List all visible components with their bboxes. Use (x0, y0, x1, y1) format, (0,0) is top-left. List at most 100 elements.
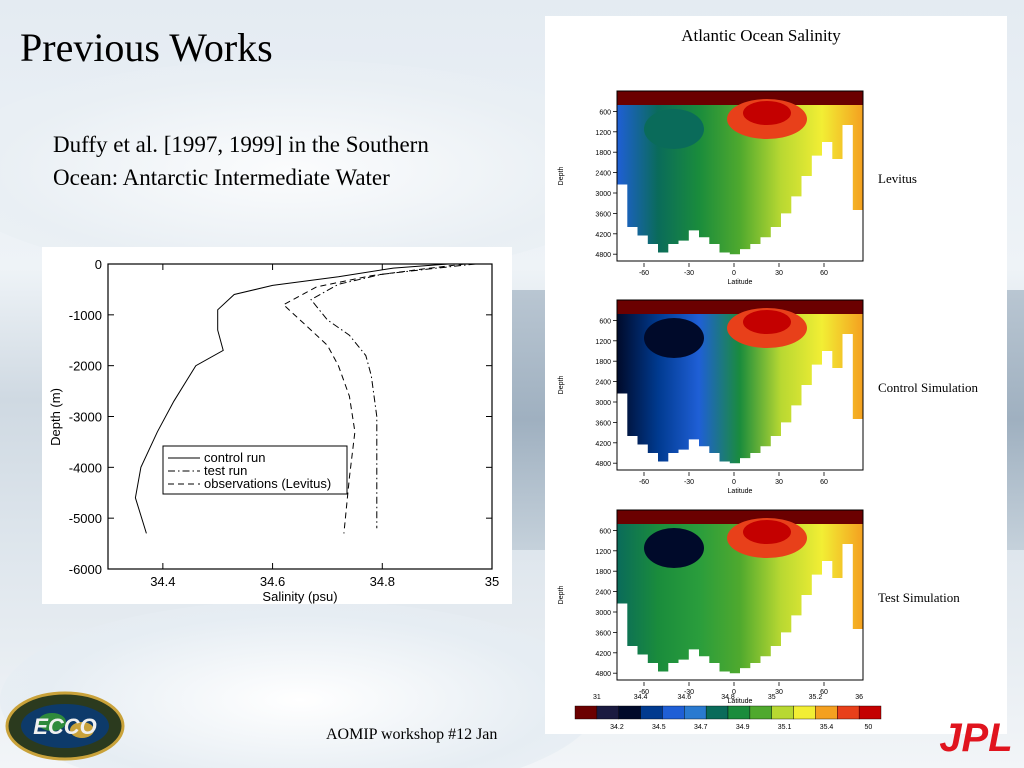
y-tick-label: -5000 (69, 511, 102, 526)
panel-label: Levitus (878, 171, 917, 186)
depth-tick-label: 3600 (595, 211, 611, 218)
depth-tick-label: 4800 (595, 461, 611, 468)
jpl-logo: JPL (930, 713, 1022, 760)
legend-box (162, 445, 348, 495)
x-tick-label: 34.4 (150, 574, 175, 589)
series-line (310, 263, 476, 529)
legend-entry: observations (Levitus) (204, 476, 331, 491)
lat-tick-label: -30 (684, 689, 694, 696)
y-tick-label: 0 (95, 257, 102, 272)
panel-frame (616, 509, 864, 681)
colorbar-cell (749, 705, 772, 720)
lat-tick-label: -60 (639, 689, 649, 696)
colorbar-cell (684, 705, 707, 720)
y-tick-label: -3000 (69, 410, 102, 425)
footer-text: AOMIP workshop #12 Jan (326, 726, 498, 743)
lat-tick-label: 0 (732, 479, 736, 486)
high-salinity-center (743, 520, 791, 544)
section-panel: 600 1200 1800 2400 3000 3600 4200 4800 -60 -30 0 30… (558, 509, 960, 705)
lat-tick-label: 30 (775, 270, 783, 277)
x-axis-label: Salinity (psu) (262, 589, 337, 604)
atlantic-salinity-svg: Atlantic Ocean Salinity 6001200180024003… (558, 26, 979, 731)
y-tick-label: -2000 (69, 359, 102, 374)
logo-text: ECCO (33, 714, 97, 739)
lat-axis-label: Latitude (728, 698, 753, 705)
y-tick-label: -1000 (69, 308, 102, 323)
panel-frame (616, 90, 864, 262)
colorbar-cell (596, 705, 620, 720)
high-salinity-center (743, 310, 791, 334)
depth-axis-label: Depth (558, 376, 565, 395)
logo-land (38, 713, 66, 731)
colorbar-bottom-label: 34.2 (610, 724, 624, 731)
y-axis-label: Depth (m) (48, 388, 63, 446)
colorbar-cell (640, 705, 663, 720)
depth-axis-label: Depth (558, 586, 565, 605)
depth-tick-label: 600 (599, 318, 611, 325)
colorbar-top-label: 35 (768, 694, 776, 701)
colorbar-top-label: 34.6 (677, 694, 691, 701)
high-salinity-center (743, 101, 791, 125)
depth-tick-label: 3600 (595, 420, 611, 427)
colorbar-cell (837, 705, 860, 720)
salinity-depth-chart: 0 -1000 -2000 -3000 -4000 -5000 -6000 34.4 34.6… (42, 247, 512, 604)
depth-tick-label: 1800 (595, 150, 611, 157)
depth-tick-label: 1200 (595, 549, 611, 556)
y-tick-label: -4000 (69, 460, 102, 475)
lat-axis-label: Latitude (728, 488, 753, 495)
lat-tick-label: -30 (684, 479, 694, 486)
depth-tick-label: 1800 (595, 569, 611, 576)
lat-tick-label: 60 (820, 270, 828, 277)
panel-label: Test Simulation (878, 590, 960, 605)
lat-tick-label: 0 (732, 270, 736, 277)
colorbar-top-label: 34.8 (721, 694, 735, 701)
lat-tick-label: 30 (775, 479, 783, 486)
legend-entry: test run (204, 463, 247, 478)
colorbar-bottom-label: 35.4 (820, 724, 834, 731)
depth-tick-label: 4200 (595, 232, 611, 239)
background-snow (0, 60, 640, 280)
slide-body-text: Duffy et al. [1997, 1999] in the Souther… (53, 132, 429, 190)
colorbar-bottom-label: 34.9 (736, 724, 750, 731)
colorbar-top-label: 31 (593, 694, 601, 701)
colorbar-top-label: 34.4 (634, 694, 648, 701)
slide-title: Previous Works (20, 25, 273, 70)
colorbar-cell (815, 705, 838, 720)
depth-axis-label: Depth (558, 167, 565, 186)
logo-land-2 (70, 722, 94, 738)
section-panel: 600 1200 1800 2400 3000 3600 4200 4800 -60 -30 0 30… (558, 299, 979, 495)
atlantic-salinity-figure: Atlantic Ocean Salinity 600 1200 1800 2400 3… (545, 16, 1007, 734)
section-panel: 600 1200 1800 2400 3000 3600 4200 4800 -60 -30 0 30… (558, 90, 917, 286)
colorbar-bottom-label: 34.7 (694, 724, 708, 731)
lat-tick-label: -60 (639, 479, 649, 486)
depth-tick-label: 2400 (595, 590, 611, 597)
series-line (282, 263, 465, 534)
colorbar-top-label: 36 (855, 694, 863, 701)
depth-tick-label: 3000 (595, 610, 611, 617)
lat-tick-label: -60 (639, 270, 649, 277)
intermediate-water-tongue (644, 109, 704, 149)
lat-tick-label: 30 (775, 689, 783, 696)
lat-tick-label: 0 (732, 689, 736, 696)
x-tick-label: 35 (485, 574, 499, 589)
depth-tick-label: 4800 (595, 252, 611, 259)
depth-tick-label: 600 (599, 528, 611, 535)
lat-axis-label: Latitude (728, 279, 753, 286)
legend-entry: control run (204, 450, 265, 465)
depth-tick-label: 1800 (595, 359, 611, 366)
depth-tick-label: 3600 (595, 630, 611, 637)
salinity-depth-svg: 0 -1000 -2000 -3000 -4000 -5000 -6000 34.4 34.6… (48, 257, 499, 604)
panel-label: Control Simulation (878, 380, 979, 395)
series-line (134, 263, 449, 534)
colorbar-bottom-label: 34.5 (652, 724, 666, 731)
x-tick-label: 34.8 (370, 574, 395, 589)
colorbar-cell (793, 705, 816, 720)
colorbar-cell (574, 705, 598, 720)
depth-tick-label: 1200 (595, 130, 611, 137)
x-tick-label: 34.6 (260, 574, 285, 589)
intermediate-water-tongue (644, 528, 704, 568)
intermediate-water-tongue (644, 318, 704, 358)
depth-tick-label: 4800 (595, 671, 611, 678)
depth-tick-label: 1200 (595, 339, 611, 346)
